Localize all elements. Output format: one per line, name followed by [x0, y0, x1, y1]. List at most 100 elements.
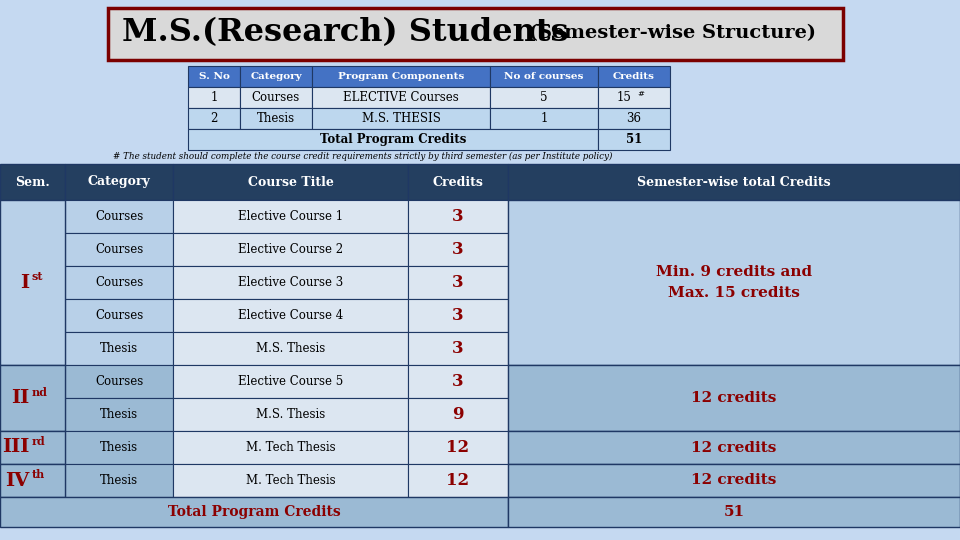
- Bar: [0, 431, 65, 464]
- Bar: [0, 497, 508, 527]
- Bar: [173, 332, 408, 365]
- Text: Thesis: Thesis: [100, 441, 138, 454]
- Bar: [408, 233, 508, 266]
- Text: M.S. THESIS: M.S. THESIS: [362, 112, 441, 125]
- Text: Elective Course 4: Elective Course 4: [238, 309, 343, 322]
- Bar: [173, 464, 408, 497]
- Bar: [312, 66, 490, 87]
- Bar: [188, 129, 598, 150]
- Text: No of courses: No of courses: [504, 72, 584, 81]
- Bar: [598, 87, 670, 108]
- Bar: [490, 66, 598, 87]
- Text: Courses: Courses: [95, 243, 143, 256]
- Bar: [0, 365, 65, 431]
- Bar: [173, 233, 408, 266]
- Bar: [312, 108, 490, 129]
- Bar: [598, 66, 670, 87]
- Text: Total Program Credits: Total Program Credits: [320, 133, 467, 146]
- Bar: [508, 464, 960, 497]
- Text: 51: 51: [626, 133, 642, 146]
- Text: M. Tech Thesis: M. Tech Thesis: [246, 441, 335, 454]
- Text: 9: 9: [452, 406, 464, 423]
- Text: Semester-wise total Credits: Semester-wise total Credits: [637, 176, 830, 188]
- Text: Sem.: Sem.: [15, 176, 50, 188]
- Bar: [408, 398, 508, 431]
- Text: II: II: [12, 389, 30, 407]
- Bar: [65, 365, 173, 398]
- Text: Category: Category: [87, 176, 151, 188]
- Bar: [240, 108, 312, 129]
- Text: 1: 1: [540, 112, 548, 125]
- Bar: [408, 464, 508, 497]
- Bar: [408, 299, 508, 332]
- Text: #: #: [637, 90, 644, 98]
- Text: Courses: Courses: [95, 210, 143, 223]
- Text: Courses: Courses: [252, 91, 300, 104]
- Bar: [490, 87, 598, 108]
- Bar: [0, 464, 65, 497]
- Text: 5: 5: [540, 91, 548, 104]
- Text: 15: 15: [617, 91, 632, 104]
- Bar: [408, 164, 508, 200]
- Bar: [65, 431, 173, 464]
- Text: 3: 3: [452, 274, 464, 291]
- Text: 3: 3: [452, 241, 464, 258]
- Bar: [408, 200, 508, 233]
- Bar: [0, 164, 65, 200]
- Bar: [65, 332, 173, 365]
- Text: 3: 3: [452, 373, 464, 390]
- Text: 12 credits: 12 credits: [691, 441, 777, 455]
- Bar: [65, 398, 173, 431]
- Text: Credits: Credits: [613, 72, 655, 81]
- Bar: [408, 365, 508, 398]
- Bar: [65, 164, 173, 200]
- Text: Credits: Credits: [433, 176, 484, 188]
- Text: Min. 9 credits and
Max. 15 credits: Min. 9 credits and Max. 15 credits: [656, 265, 812, 300]
- Bar: [65, 233, 173, 266]
- Bar: [598, 108, 670, 129]
- Text: 36: 36: [627, 112, 641, 125]
- Text: st: st: [32, 271, 43, 282]
- Text: Elective Course 2: Elective Course 2: [238, 243, 343, 256]
- Bar: [173, 266, 408, 299]
- Text: M.S. Thesis: M.S. Thesis: [256, 342, 325, 355]
- Bar: [188, 87, 240, 108]
- Bar: [240, 87, 312, 108]
- Text: 12 credits: 12 credits: [691, 391, 777, 405]
- Text: 3: 3: [452, 340, 464, 357]
- Text: Courses: Courses: [95, 276, 143, 289]
- Bar: [490, 108, 598, 129]
- Text: Program Components: Program Components: [338, 72, 464, 81]
- Bar: [65, 266, 173, 299]
- Text: 2: 2: [210, 112, 218, 125]
- Bar: [408, 332, 508, 365]
- Text: Thesis: Thesis: [257, 112, 295, 125]
- Bar: [65, 299, 173, 332]
- Bar: [598, 129, 670, 150]
- Bar: [508, 365, 960, 431]
- Bar: [188, 66, 240, 87]
- Bar: [408, 266, 508, 299]
- Bar: [0, 200, 65, 365]
- Bar: [173, 398, 408, 431]
- Text: 12 credits: 12 credits: [691, 474, 777, 488]
- Text: ELECTIVE Courses: ELECTIVE Courses: [343, 91, 459, 104]
- Text: Total Program Credits: Total Program Credits: [168, 505, 341, 519]
- Text: 1: 1: [210, 91, 218, 104]
- Text: Elective Course 5: Elective Course 5: [238, 375, 343, 388]
- Bar: [408, 431, 508, 464]
- Text: 12: 12: [446, 472, 469, 489]
- Bar: [508, 164, 960, 200]
- Bar: [173, 164, 408, 200]
- Text: Course Title: Course Title: [248, 176, 333, 188]
- Text: M. Tech Thesis: M. Tech Thesis: [246, 474, 335, 487]
- Text: S. No: S. No: [199, 72, 229, 81]
- Text: Courses: Courses: [95, 309, 143, 322]
- Bar: [188, 108, 240, 129]
- Text: Elective Course 3: Elective Course 3: [238, 276, 343, 289]
- Bar: [173, 431, 408, 464]
- Bar: [173, 200, 408, 233]
- Text: (Semester-wise Structure): (Semester-wise Structure): [522, 24, 816, 42]
- Bar: [508, 431, 960, 464]
- Text: III: III: [2, 438, 30, 456]
